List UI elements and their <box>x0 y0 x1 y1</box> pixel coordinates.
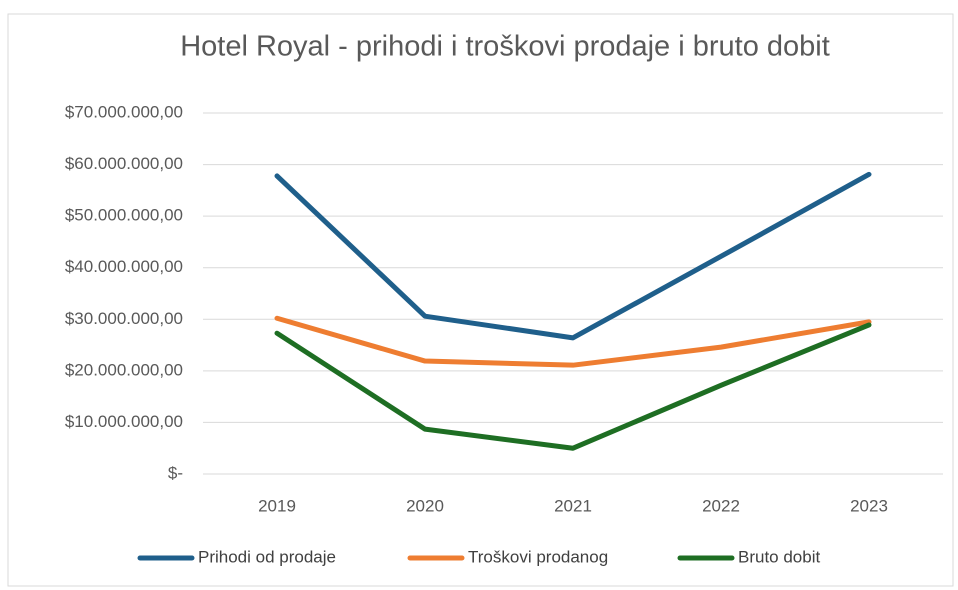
chart-title: Hotel Royal - prihodi i troškovi prodaje… <box>180 31 830 63</box>
y-tick-label: $40.000.000,00 <box>65 257 183 276</box>
x-tick-label: 2019 <box>258 496 296 515</box>
y-tick-label: $- <box>168 463 183 482</box>
series-line <box>274 315 872 368</box>
x-tick-label: 2022 <box>702 496 740 515</box>
y-tick-label: $30.000.000,00 <box>65 309 183 328</box>
legend-label: Bruto dobit <box>738 547 820 566</box>
x-tick-label: 2021 <box>554 496 592 515</box>
y-tick-label: $50.000.000,00 <box>65 206 183 225</box>
y-tick-label: $60.000.000,00 <box>65 154 183 173</box>
y-tick-label: $70.000.000,00 <box>65 102 183 121</box>
legend-label: Prihodi od prodaje <box>198 547 336 566</box>
legend-label: Troškovi prodanog <box>468 547 608 566</box>
chart-border <box>7 13 954 587</box>
y-tick-label: $20.000.000,00 <box>65 360 183 379</box>
series-line <box>274 171 872 341</box>
x-tick-label: 2023 <box>850 496 888 515</box>
y-tick-label: $10.000.000,00 <box>65 412 183 431</box>
series-line <box>274 322 872 451</box>
x-tick-label: 2020 <box>406 496 444 515</box>
